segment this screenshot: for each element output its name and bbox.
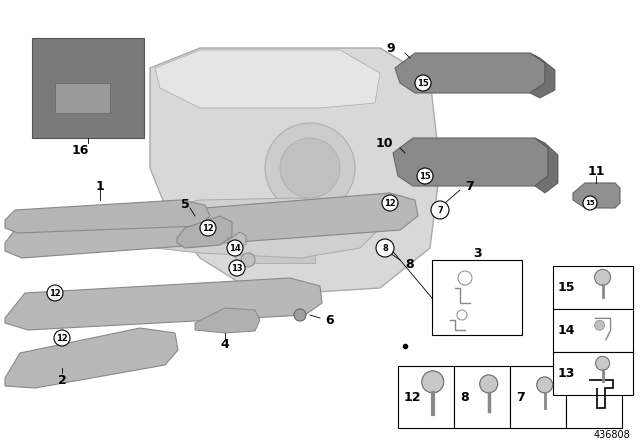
Text: 12: 12 [202, 224, 214, 233]
Circle shape [595, 269, 611, 285]
Polygon shape [535, 138, 558, 193]
Polygon shape [150, 48, 440, 293]
Circle shape [229, 260, 245, 276]
Polygon shape [5, 278, 322, 330]
Bar [454, 366, 510, 428]
Circle shape [200, 220, 216, 236]
Text: 3: 3 [474, 246, 483, 259]
Circle shape [596, 356, 610, 370]
Polygon shape [530, 53, 555, 98]
Polygon shape [155, 50, 380, 108]
Text: 13: 13 [558, 367, 575, 380]
Polygon shape [5, 200, 210, 233]
Circle shape [583, 196, 597, 210]
Circle shape [595, 320, 605, 330]
Text: 15: 15 [419, 172, 431, 181]
Circle shape [458, 271, 472, 285]
Circle shape [422, 371, 444, 393]
Text: 12: 12 [404, 391, 422, 404]
Text: 13: 13 [231, 263, 243, 272]
Text: 8: 8 [405, 258, 413, 271]
Circle shape [382, 195, 398, 211]
Text: 8: 8 [460, 391, 468, 404]
Polygon shape [573, 183, 620, 208]
Polygon shape [195, 308, 260, 333]
Text: 8: 8 [382, 244, 388, 253]
Text: 16: 16 [71, 143, 89, 156]
Circle shape [376, 239, 394, 257]
Bar [235, 218, 315, 263]
Polygon shape [395, 53, 545, 93]
Text: 12: 12 [56, 333, 68, 343]
Text: 12: 12 [49, 289, 61, 297]
Circle shape [457, 310, 467, 320]
Bar [398, 366, 454, 428]
Circle shape [280, 138, 340, 198]
Polygon shape [177, 216, 232, 248]
Circle shape [480, 375, 498, 393]
Text: 5: 5 [180, 198, 189, 211]
Text: 10: 10 [376, 137, 393, 150]
Text: 7: 7 [437, 206, 443, 215]
Polygon shape [5, 193, 418, 258]
Text: 14: 14 [558, 324, 575, 337]
Text: 9: 9 [387, 42, 395, 55]
Circle shape [415, 75, 431, 91]
Text: 2: 2 [58, 374, 67, 387]
Circle shape [294, 309, 306, 321]
Polygon shape [150, 198, 380, 258]
Polygon shape [228, 232, 246, 248]
Bar [432, 260, 522, 335]
Text: 15: 15 [558, 281, 575, 294]
Circle shape [227, 240, 243, 256]
Text: 1: 1 [95, 180, 104, 193]
Text: 12: 12 [384, 198, 396, 207]
Circle shape [47, 285, 63, 301]
Polygon shape [393, 138, 548, 186]
Circle shape [241, 253, 255, 267]
Text: 4: 4 [221, 337, 229, 350]
Text: 7: 7 [465, 180, 474, 193]
Text: 7: 7 [516, 391, 525, 404]
Text: 14: 14 [229, 244, 241, 253]
Bar [553, 266, 633, 309]
Bar [32, 38, 144, 138]
Circle shape [54, 330, 70, 346]
Circle shape [537, 377, 553, 393]
Polygon shape [5, 328, 178, 388]
Bar [553, 352, 633, 395]
Text: 11: 11 [588, 164, 605, 177]
Text: 436808: 436808 [593, 430, 630, 440]
Text: 15: 15 [417, 78, 429, 87]
Bar [566, 366, 622, 428]
Text: 15: 15 [585, 200, 595, 206]
Text: 6: 6 [325, 314, 333, 327]
Bar [510, 366, 566, 428]
Bar [553, 309, 633, 352]
Bar [55, 83, 110, 113]
Circle shape [431, 201, 449, 219]
Circle shape [265, 123, 355, 213]
Circle shape [417, 168, 433, 184]
